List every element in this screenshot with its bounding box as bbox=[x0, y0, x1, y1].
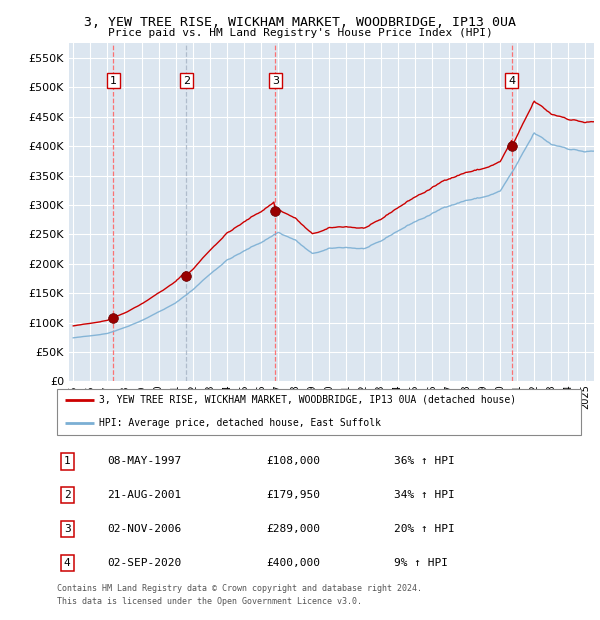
Text: 3: 3 bbox=[64, 524, 71, 534]
Text: 08-MAY-1997: 08-MAY-1997 bbox=[107, 456, 181, 466]
Text: 2: 2 bbox=[183, 76, 190, 86]
Text: HPI: Average price, detached house, East Suffolk: HPI: Average price, detached house, East… bbox=[99, 418, 381, 428]
Text: 3: 3 bbox=[272, 76, 279, 86]
Text: Price paid vs. HM Land Registry's House Price Index (HPI): Price paid vs. HM Land Registry's House … bbox=[107, 28, 493, 38]
Text: 1: 1 bbox=[110, 76, 117, 86]
Text: Contains HM Land Registry data © Crown copyright and database right 2024.
This d: Contains HM Land Registry data © Crown c… bbox=[57, 584, 422, 606]
Text: 1: 1 bbox=[64, 456, 71, 466]
Text: 20% ↑ HPI: 20% ↑ HPI bbox=[394, 524, 455, 534]
Text: 9% ↑ HPI: 9% ↑ HPI bbox=[394, 558, 448, 568]
FancyBboxPatch shape bbox=[56, 389, 581, 435]
Text: 3, YEW TREE RISE, WICKHAM MARKET, WOODBRIDGE, IP13 0UA (detached house): 3, YEW TREE RISE, WICKHAM MARKET, WOODBR… bbox=[99, 395, 516, 405]
Text: 3, YEW TREE RISE, WICKHAM MARKET, WOODBRIDGE, IP13 0UA: 3, YEW TREE RISE, WICKHAM MARKET, WOODBR… bbox=[84, 16, 516, 29]
Text: 34% ↑ HPI: 34% ↑ HPI bbox=[394, 490, 455, 500]
Text: 4: 4 bbox=[508, 76, 515, 86]
Text: 4: 4 bbox=[64, 558, 71, 568]
Text: 02-SEP-2020: 02-SEP-2020 bbox=[107, 558, 181, 568]
Text: £179,950: £179,950 bbox=[266, 490, 320, 500]
Text: 02-NOV-2006: 02-NOV-2006 bbox=[107, 524, 181, 534]
Text: 21-AUG-2001: 21-AUG-2001 bbox=[107, 490, 181, 500]
Text: 2: 2 bbox=[64, 490, 71, 500]
Text: 36% ↑ HPI: 36% ↑ HPI bbox=[394, 456, 455, 466]
Text: £289,000: £289,000 bbox=[266, 524, 320, 534]
Text: £400,000: £400,000 bbox=[266, 558, 320, 568]
Text: £108,000: £108,000 bbox=[266, 456, 320, 466]
